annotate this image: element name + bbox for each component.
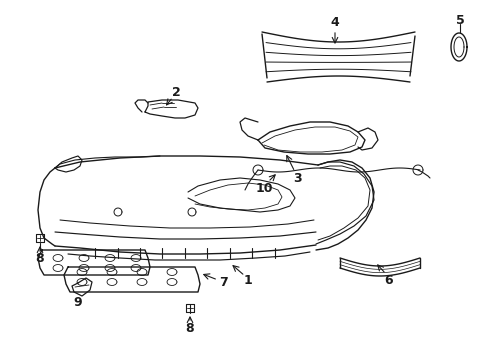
Text: 4: 4 (330, 15, 339, 28)
Text: 8: 8 (36, 252, 44, 266)
Text: 3: 3 (293, 171, 302, 184)
Text: 9: 9 (74, 296, 82, 309)
Text: 5: 5 (455, 13, 464, 27)
Text: 8: 8 (185, 323, 194, 336)
Text: 10: 10 (255, 181, 272, 194)
Text: 7: 7 (219, 276, 228, 289)
Text: 2: 2 (171, 85, 180, 99)
Text: 1: 1 (243, 274, 252, 287)
Text: 6: 6 (384, 274, 392, 287)
